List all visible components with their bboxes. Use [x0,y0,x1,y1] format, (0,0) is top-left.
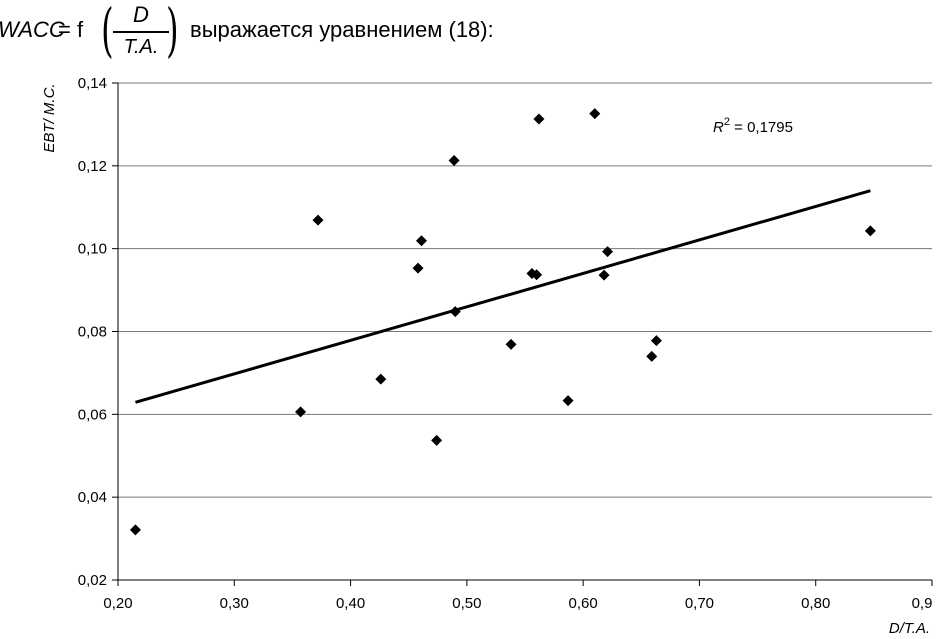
r-squared-symbol: R [713,119,724,136]
trendline [135,189,871,404]
data-point [533,113,545,125]
x-tick-label: 0,9 [912,595,933,612]
labels-layer: 0,02 0,04 0,06 0,08 0,10 0,12 0,14 0,20 0,30 0,40… [78,75,933,612]
formula-fraction-denominator: T.A. [123,36,159,58]
formula-fraction-bar [113,31,169,33]
data-point [602,246,614,258]
x-tick-label: 0,70 [685,595,714,612]
data-point [589,108,601,120]
x-axis-title: D/T.A. [889,620,930,637]
r-squared-annotation: R2 = 0,1795 [713,116,793,136]
y-axis-title: EBT/ M.C. [41,83,58,152]
data-point [598,269,610,281]
axes-layer [112,82,933,586]
data-point [129,524,141,536]
y-tick-label: 0,06 [78,406,107,423]
x-tick-label: 0,40 [336,595,365,612]
data-point [449,306,461,318]
r-squared-superscript: 2 [724,116,730,128]
formula-lhs: WACC [0,17,65,42]
x-tick-label: 0,30 [220,595,249,612]
y-tick-label: 0,02 [78,572,107,589]
y-tick-label: 0,14 [78,75,107,92]
data-point [412,262,424,274]
data-point [505,338,517,350]
intro-text: выражается уравнением (18): [190,17,494,42]
formula-equals-f: = f [58,17,84,42]
data-point [650,335,662,347]
x-tick-label: 0,60 [569,595,598,612]
formula-left-paren: ( [101,0,114,64]
data-point [375,373,387,385]
x-tick-label: 0,80 [801,595,830,612]
grid-layer [118,82,932,498]
points-layer [129,108,876,536]
y-tick-label: 0,04 [78,489,107,506]
data-point [646,350,658,362]
data-point [431,434,443,446]
y-tick-label: 0,12 [78,158,107,175]
r-squared-value: = 0,1795 [730,119,793,136]
data-point [448,154,460,166]
intro-formula-line: WACC = f ( D T.A. ) выражается уравнение… [0,0,938,70]
data-point [531,269,543,281]
y-tick-label: 0,08 [78,324,107,341]
formula-fraction-numerator: D [133,2,149,27]
data-point [312,214,324,226]
y-tick-label: 0,10 [78,241,107,258]
trendline-layer [135,189,871,404]
data-point [416,235,428,247]
data-point [562,395,574,407]
formula-right-paren: ) [166,0,179,64]
x-tick-label: 0,20 [103,595,132,612]
data-point [295,406,307,418]
data-point [864,225,876,237]
x-tick-label: 0,50 [452,595,481,612]
